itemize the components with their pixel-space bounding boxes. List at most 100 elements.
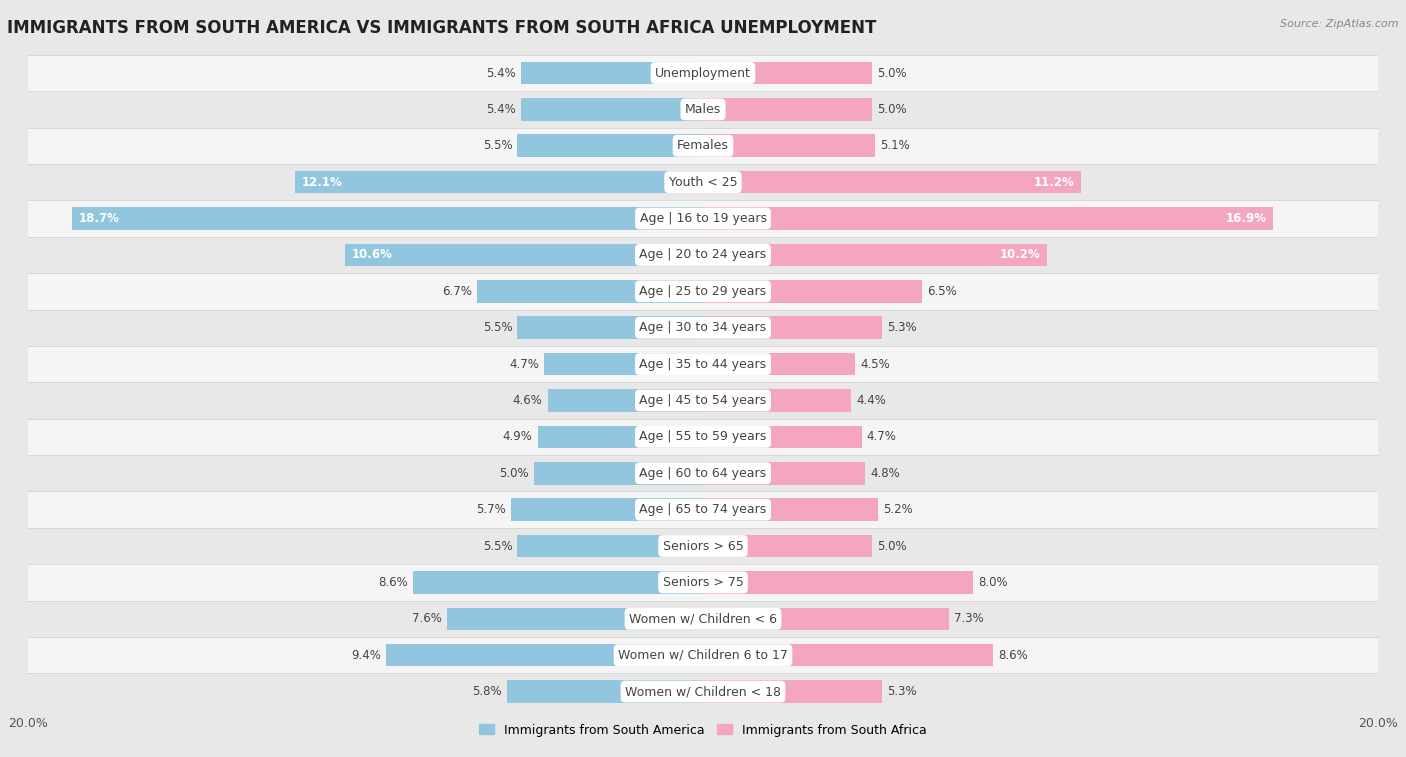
Bar	[517, 135, 703, 157]
Bar	[703, 62, 872, 84]
Text: Women w/ Children 6 to 17: Women w/ Children 6 to 17	[619, 649, 787, 662]
Text: Age | 45 to 54 years: Age | 45 to 54 years	[640, 394, 766, 407]
Text: 5.0%: 5.0%	[877, 67, 907, 79]
Bar	[703, 425, 862, 448]
Bar	[28, 201, 1378, 237]
Bar	[28, 528, 1378, 564]
Bar	[703, 171, 1081, 194]
Text: 6.7%: 6.7%	[441, 285, 472, 298]
Bar	[544, 353, 703, 375]
Text: Age | 60 to 64 years: Age | 60 to 64 years	[640, 467, 766, 480]
Bar	[520, 98, 703, 120]
Bar	[703, 135, 875, 157]
Text: Males: Males	[685, 103, 721, 116]
Bar	[28, 273, 1378, 310]
Bar	[28, 419, 1378, 455]
Text: Source: ZipAtlas.com: Source: ZipAtlas.com	[1281, 19, 1399, 29]
Bar	[537, 425, 703, 448]
Bar	[703, 389, 852, 412]
Bar	[510, 498, 703, 521]
Bar	[28, 564, 1378, 600]
Text: 5.0%: 5.0%	[877, 103, 907, 116]
Text: 5.7%: 5.7%	[475, 503, 506, 516]
Text: 5.5%: 5.5%	[482, 540, 512, 553]
Text: 10.2%: 10.2%	[1000, 248, 1040, 261]
Text: 10.6%: 10.6%	[352, 248, 392, 261]
Bar	[447, 608, 703, 630]
Bar	[703, 98, 872, 120]
Bar	[28, 637, 1378, 674]
Text: Females: Females	[678, 139, 728, 152]
Text: 7.3%: 7.3%	[955, 612, 984, 625]
Bar	[703, 644, 993, 666]
Bar	[517, 534, 703, 557]
Bar	[28, 237, 1378, 273]
Text: Women w/ Children < 6: Women w/ Children < 6	[628, 612, 778, 625]
Text: 4.7%: 4.7%	[509, 357, 540, 371]
Bar	[72, 207, 703, 230]
Text: 4.5%: 4.5%	[860, 357, 890, 371]
Text: 4.7%: 4.7%	[866, 431, 897, 444]
Bar	[703, 608, 949, 630]
Text: Age | 25 to 29 years: Age | 25 to 29 years	[640, 285, 766, 298]
Bar	[703, 207, 1274, 230]
Bar	[28, 55, 1378, 91]
Text: 18.7%: 18.7%	[79, 212, 120, 225]
Bar	[703, 571, 973, 593]
Bar	[413, 571, 703, 593]
Bar	[703, 462, 865, 484]
Bar	[28, 128, 1378, 164]
Bar	[28, 600, 1378, 637]
Text: Unemployment: Unemployment	[655, 67, 751, 79]
Text: 5.3%: 5.3%	[887, 321, 917, 334]
Bar	[703, 498, 879, 521]
Bar	[703, 353, 855, 375]
Bar	[295, 171, 703, 194]
Text: 4.6%: 4.6%	[513, 394, 543, 407]
Bar	[703, 244, 1047, 266]
Bar	[346, 244, 703, 266]
Bar	[534, 462, 703, 484]
Text: Age | 35 to 44 years: Age | 35 to 44 years	[640, 357, 766, 371]
Bar	[477, 280, 703, 303]
Bar	[28, 346, 1378, 382]
Text: 5.1%: 5.1%	[880, 139, 910, 152]
Text: 5.3%: 5.3%	[887, 685, 917, 698]
Bar	[517, 316, 703, 339]
Bar	[520, 62, 703, 84]
Text: Age | 55 to 59 years: Age | 55 to 59 years	[640, 431, 766, 444]
Text: 8.0%: 8.0%	[979, 576, 1008, 589]
Bar	[28, 455, 1378, 491]
Bar	[508, 681, 703, 702]
Bar	[28, 491, 1378, 528]
Text: 5.4%: 5.4%	[486, 103, 516, 116]
Bar	[28, 91, 1378, 128]
Text: 9.4%: 9.4%	[352, 649, 381, 662]
Bar	[28, 310, 1378, 346]
Bar	[703, 534, 872, 557]
Text: Seniors > 75: Seniors > 75	[662, 576, 744, 589]
Text: 12.1%: 12.1%	[301, 176, 342, 188]
Bar	[28, 674, 1378, 710]
Bar	[703, 316, 882, 339]
Text: 6.5%: 6.5%	[928, 285, 957, 298]
Bar	[703, 280, 922, 303]
Bar	[28, 164, 1378, 201]
Text: 4.8%: 4.8%	[870, 467, 900, 480]
Text: 5.5%: 5.5%	[482, 139, 512, 152]
Text: 8.6%: 8.6%	[378, 576, 408, 589]
Text: Women w/ Children < 18: Women w/ Children < 18	[626, 685, 780, 698]
Text: 5.2%: 5.2%	[883, 503, 914, 516]
Text: 4.4%: 4.4%	[856, 394, 886, 407]
Text: Age | 20 to 24 years: Age | 20 to 24 years	[640, 248, 766, 261]
Text: 5.0%: 5.0%	[499, 467, 529, 480]
Bar	[385, 644, 703, 666]
Bar	[28, 382, 1378, 419]
Text: 5.4%: 5.4%	[486, 67, 516, 79]
Text: 16.9%: 16.9%	[1226, 212, 1267, 225]
Text: Seniors > 65: Seniors > 65	[662, 540, 744, 553]
Text: IMMIGRANTS FROM SOUTH AMERICA VS IMMIGRANTS FROM SOUTH AFRICA UNEMPLOYMENT: IMMIGRANTS FROM SOUTH AMERICA VS IMMIGRA…	[7, 19, 876, 37]
Bar	[548, 389, 703, 412]
Text: 7.6%: 7.6%	[412, 612, 441, 625]
Bar	[703, 681, 882, 702]
